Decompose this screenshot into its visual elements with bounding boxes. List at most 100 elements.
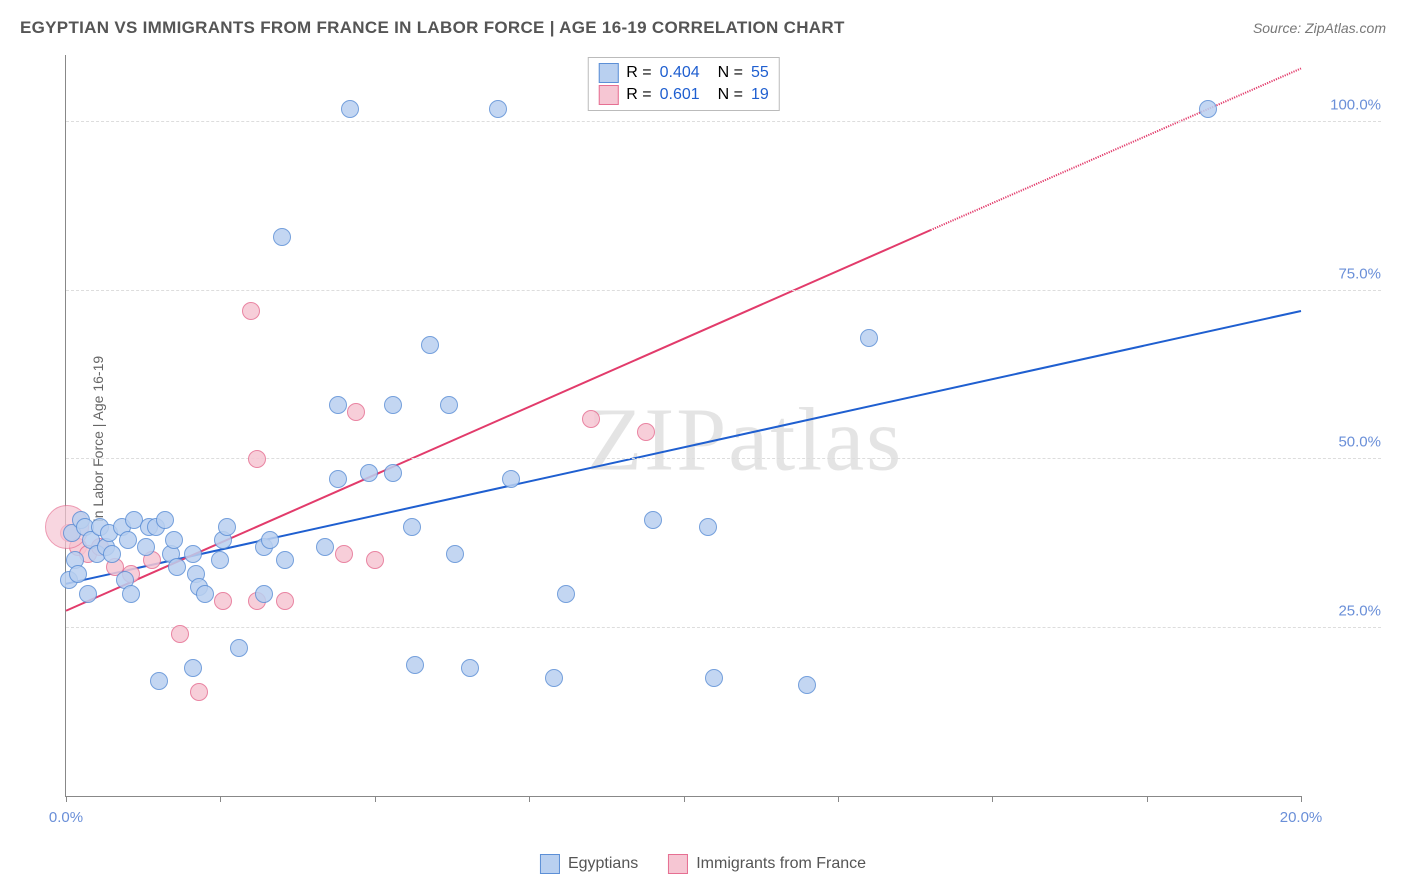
data-point [218, 518, 236, 536]
data-point [316, 538, 334, 556]
chart-title: EGYPTIAN VS IMMIGRANTS FROM FRANCE IN LA… [20, 18, 845, 38]
data-point [446, 545, 464, 563]
data-point [184, 659, 202, 677]
data-point [384, 464, 402, 482]
data-point [502, 470, 520, 488]
data-point [171, 625, 189, 643]
x-tick-mark [220, 796, 221, 802]
source-name: ZipAtlas.com [1305, 20, 1386, 36]
data-point [137, 538, 155, 556]
swatch-b [598, 85, 618, 105]
data-point [248, 450, 266, 468]
data-point [384, 396, 402, 414]
data-point [119, 531, 137, 549]
data-point [347, 403, 365, 421]
data-point [403, 518, 421, 536]
data-point [261, 531, 279, 549]
correlation-legend: R = 0.404 N = 55 R = 0.601 N = 19 [587, 57, 779, 111]
y-tick-label: 75.0% [1311, 265, 1381, 282]
r-label: R = [626, 64, 651, 82]
data-point [545, 669, 563, 687]
data-point [1199, 100, 1217, 118]
data-point [230, 639, 248, 657]
data-point [190, 683, 208, 701]
trendlines-layer [66, 55, 1301, 796]
r-label: R = [626, 86, 651, 104]
y-tick-label: 25.0% [1311, 602, 1381, 619]
data-point [406, 656, 424, 674]
data-point [461, 659, 479, 677]
legend-label-a: Egyptians [568, 855, 638, 873]
gridline [66, 121, 1381, 122]
x-tick-mark [529, 796, 530, 802]
data-point [366, 551, 384, 569]
data-point [156, 511, 174, 529]
x-tick-label: 0.0% [49, 809, 83, 826]
data-point [165, 531, 183, 549]
data-point [421, 336, 439, 354]
data-point [276, 592, 294, 610]
data-point [860, 329, 878, 347]
x-tick-mark [1301, 796, 1302, 802]
x-tick-mark [684, 796, 685, 802]
r-value-a: 0.404 [660, 64, 710, 82]
data-point [69, 565, 87, 583]
data-point [184, 545, 202, 563]
data-point [150, 672, 168, 690]
source-attribution: Source: ZipAtlas.com [1253, 20, 1386, 36]
data-point [798, 676, 816, 694]
data-point [440, 396, 458, 414]
correlation-row-b: R = 0.601 N = 19 [596, 84, 770, 106]
legend-label-b: Immigrants from France [696, 855, 866, 873]
data-point [122, 585, 140, 603]
data-point [273, 228, 291, 246]
n-label: N = [718, 64, 743, 82]
x-tick-label: 20.0% [1280, 809, 1323, 826]
y-tick-label: 50.0% [1311, 434, 1381, 451]
data-point [644, 511, 662, 529]
x-tick-mark [66, 796, 67, 802]
correlation-row-a: R = 0.404 N = 55 [596, 62, 770, 84]
data-point [699, 518, 717, 536]
n-value-b: 19 [751, 86, 769, 104]
data-point [196, 585, 214, 603]
data-point [79, 585, 97, 603]
data-point [582, 410, 600, 428]
r-value-b: 0.601 [660, 86, 710, 104]
data-point [637, 423, 655, 441]
data-point [705, 669, 723, 687]
n-label: N = [718, 86, 743, 104]
data-point [103, 545, 121, 563]
data-point [255, 585, 273, 603]
x-tick-mark [375, 796, 376, 802]
chart-header: EGYPTIAN VS IMMIGRANTS FROM FRANCE IN LA… [0, 0, 1406, 48]
data-point [329, 396, 347, 414]
data-point [489, 100, 507, 118]
watermark: ZIPatlas [587, 389, 903, 492]
data-point [335, 545, 353, 563]
chart-area: In Labor Force | Age 16-19 ZIPatlas R = … [50, 55, 1391, 822]
data-point [211, 551, 229, 569]
data-point [242, 302, 260, 320]
x-tick-mark [992, 796, 993, 802]
source-prefix: Source: [1253, 20, 1305, 36]
n-value-a: 55 [751, 64, 769, 82]
data-point [360, 464, 378, 482]
scatter-plot: ZIPatlas R = 0.404 N = 55 R = 0.601 N = … [65, 55, 1301, 797]
data-point [276, 551, 294, 569]
legend-item-a: Egyptians [540, 854, 638, 874]
swatch-a [598, 63, 618, 83]
data-point [341, 100, 359, 118]
x-tick-mark [838, 796, 839, 802]
data-point [214, 592, 232, 610]
legend-swatch-b [668, 854, 688, 874]
data-point [168, 558, 186, 576]
series-legend: Egyptians Immigrants from France [540, 854, 866, 874]
y-tick-label: 100.0% [1311, 97, 1381, 114]
data-point [329, 470, 347, 488]
legend-item-b: Immigrants from France [668, 854, 866, 874]
gridline [66, 290, 1381, 291]
legend-swatch-a [540, 854, 560, 874]
data-point [557, 585, 575, 603]
gridline [66, 627, 1381, 628]
